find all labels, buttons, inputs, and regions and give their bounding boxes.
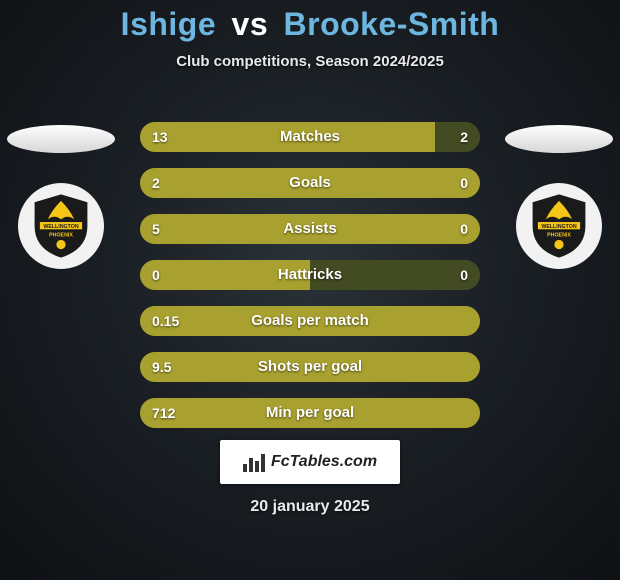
player2-photo-placeholder [505,125,613,153]
stat-label: Hattricks [140,260,480,290]
stat-label: Assists [140,214,480,244]
player2-column: WELLINGTON PHOENIX [504,125,614,269]
vs-label: vs [226,6,275,42]
stat-value-left: 0.15 [152,306,179,336]
stat-value-left: 0 [152,260,160,290]
wellington-phoenix-crest-icon: WELLINGTON PHOENIX [28,193,94,259]
stat-row: Goals per match0.15 [140,306,480,336]
subtitle: Club competitions, Season 2024/2025 [0,53,620,70]
stat-value-left: 5 [152,214,160,244]
stat-label: Goals per match [140,306,480,336]
player1-name: Ishige [121,6,216,42]
svg-text:WELLINGTON: WELLINGTON [43,224,78,230]
stat-value-right: 2 [460,122,468,152]
stat-value-left: 712 [152,398,175,428]
stat-label: Min per goal [140,398,480,428]
stat-value-left: 13 [152,122,168,152]
stat-row: Goals2 0 [140,168,480,198]
stat-row: Shots per goal9.5 [140,352,480,382]
stat-label: Goals [140,168,480,198]
stat-label: Matches [140,122,480,152]
stat-value-right: 0 [460,168,468,198]
stat-row: Hattricks0 0 [140,260,480,290]
svg-text:WELLINGTON: WELLINGTON [541,224,576,230]
stat-value-right: 0 [460,214,468,244]
svg-text:PHOENIX: PHOENIX [547,233,571,239]
stat-row: Assists5 0 [140,214,480,244]
player2-name: Brooke-Smith [284,6,500,42]
stat-value-left: 9.5 [152,352,171,382]
date-label: 20 january 2025 [0,498,620,516]
player2-club-badge: WELLINGTON PHOENIX [516,183,602,269]
footer-brand-text: FcTables.com [271,453,377,471]
stat-value-left: 2 [152,168,160,198]
stat-row: Matches13 2 [140,122,480,152]
title: Ishige vs Brooke-Smith [0,0,620,43]
player1-photo-placeholder [7,125,115,153]
stat-row: Min per goal712 [140,398,480,428]
player1-club-badge: WELLINGTON PHOENIX [18,183,104,269]
svg-text:PHOENIX: PHOENIX [49,233,73,239]
wellington-phoenix-crest-icon: WELLINGTON PHOENIX [526,193,592,259]
stat-label: Shots per goal [140,352,480,382]
stat-bars: Matches132Goals20Assists50Hattricks00Goa… [140,122,480,444]
fctables-logo[interactable]: FcTables.com [220,440,400,484]
stat-value-right: 0 [460,260,468,290]
bar-chart-icon [243,452,267,472]
player1-column: WELLINGTON PHOENIX [6,125,116,269]
comparison-card: Ishige vs Brooke-Smith Club competitions… [0,0,620,580]
